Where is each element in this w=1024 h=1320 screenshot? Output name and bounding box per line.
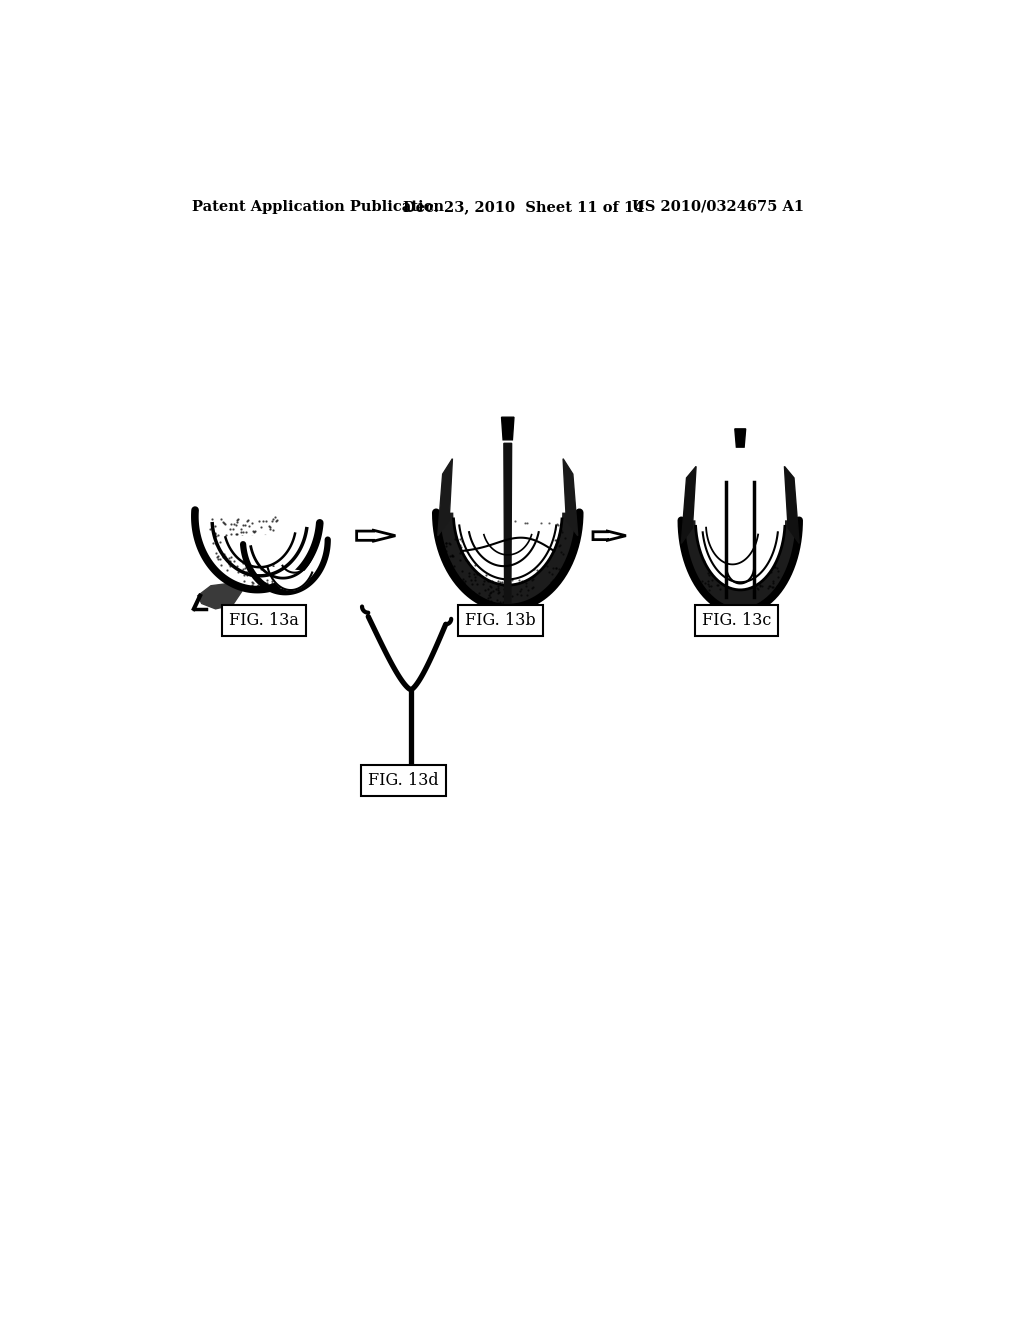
Polygon shape [504, 444, 512, 605]
Polygon shape [198, 583, 242, 609]
Polygon shape [681, 466, 696, 544]
Polygon shape [356, 531, 395, 541]
Polygon shape [267, 568, 312, 590]
Polygon shape [726, 566, 755, 583]
Polygon shape [681, 520, 799, 611]
Text: FIG. 13d: FIG. 13d [368, 772, 438, 789]
Text: FIG. 13b: FIG. 13b [465, 612, 536, 628]
Polygon shape [707, 528, 758, 565]
Text: FIG. 13a: FIG. 13a [228, 612, 299, 628]
Polygon shape [225, 533, 295, 568]
Polygon shape [436, 512, 580, 609]
Polygon shape [784, 466, 799, 544]
Polygon shape [502, 417, 514, 440]
Polygon shape [593, 531, 626, 540]
Text: Dec. 23, 2010  Sheet 11 of 14: Dec. 23, 2010 Sheet 11 of 14 [403, 199, 644, 214]
Text: FIG. 13c: FIG. 13c [701, 612, 771, 628]
Polygon shape [438, 459, 453, 536]
Polygon shape [460, 525, 556, 579]
Text: Patent Application Publication: Patent Application Publication [191, 199, 443, 214]
Polygon shape [735, 429, 745, 447]
Polygon shape [563, 459, 578, 536]
Text: US 2010/0324675 A1: US 2010/0324675 A1 [632, 199, 804, 214]
Polygon shape [702, 532, 778, 582]
Polygon shape [469, 532, 539, 566]
